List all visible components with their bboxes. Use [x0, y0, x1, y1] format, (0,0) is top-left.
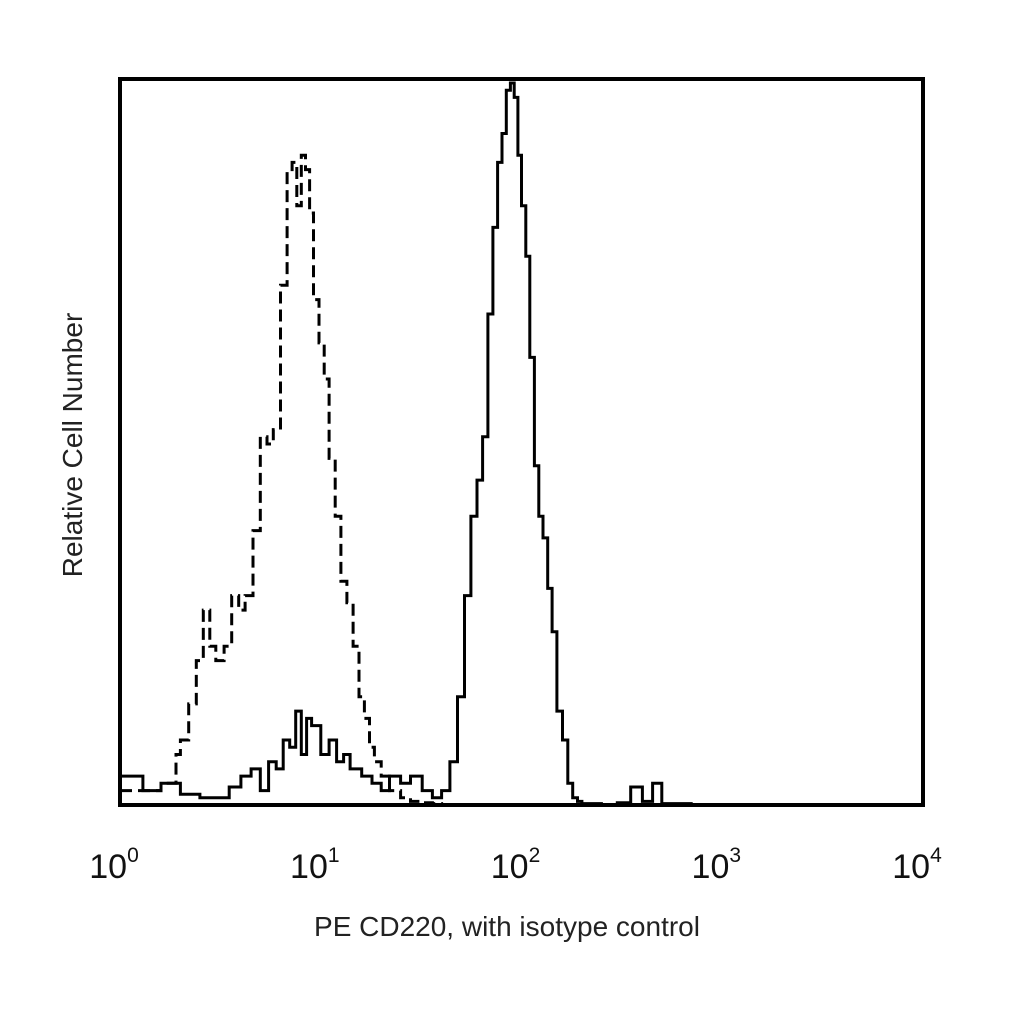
y-axis-title: Relative Cell Number: [57, 313, 88, 578]
series-layer: [120, 81, 925, 807]
x-tick-labels: 100 101 102 103 104: [89, 844, 942, 886]
pe-cd220-series: [120, 81, 925, 807]
x-tick-label-4: 104: [892, 844, 942, 886]
x-tick-label-2: 102: [491, 844, 541, 886]
x-tick-label-0: 100: [89, 844, 139, 886]
x-axis-title: PE CD220, with isotype control: [314, 911, 700, 942]
plot-frame: [118, 77, 925, 807]
isotype-control-series: [120, 153, 444, 806]
x-tick-label-3: 103: [692, 844, 742, 886]
x-tick-label-1: 101: [290, 844, 340, 886]
